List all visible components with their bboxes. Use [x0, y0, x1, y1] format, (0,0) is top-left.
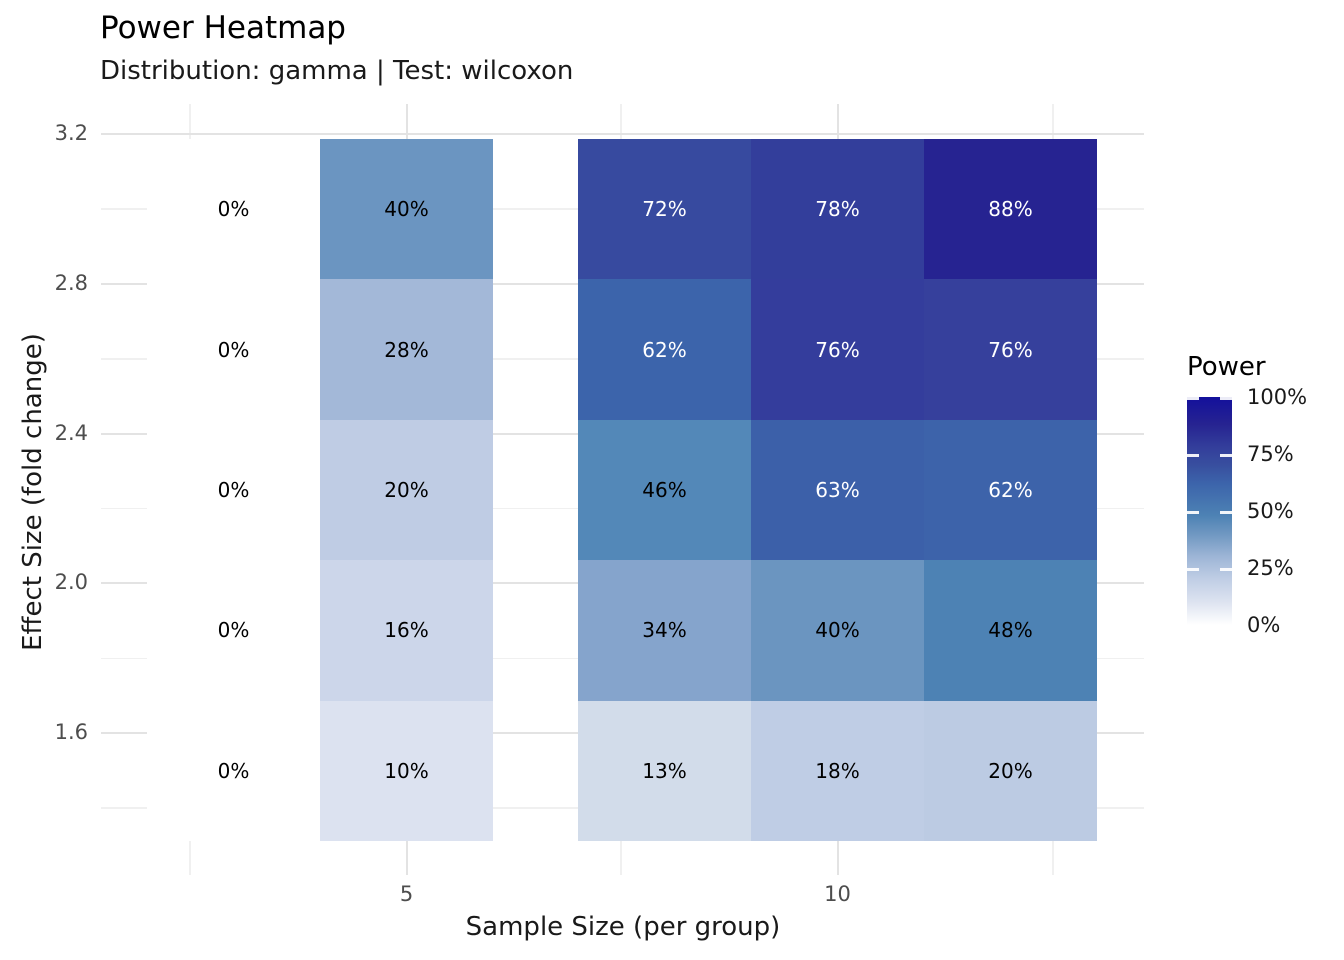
legend-tick-mark [1187, 567, 1199, 571]
heatmap-cell-label: 0% [217, 478, 250, 502]
legend-title: Power [1187, 352, 1266, 382]
legend-tick-mark [1187, 396, 1199, 400]
chart-title: Power Heatmap [100, 10, 346, 46]
heatmap-cell [751, 419, 924, 561]
y-tick-label: 2.0 [54, 570, 88, 595]
heatmap-cell [320, 560, 493, 701]
heatmap-cell-label: 13% [642, 758, 687, 783]
heatmap-cell-label: 76% [988, 337, 1033, 362]
chart-subtitle: Distribution: gamma | Test: wilcoxon [100, 56, 574, 86]
heatmap-cell [578, 139, 751, 280]
heatmap-cell-label: 46% [642, 478, 687, 502]
heatmap-cell [751, 560, 924, 701]
h-gridline [101, 133, 1144, 135]
legend-tick-mark [1220, 567, 1232, 571]
heatmap-cell-label: 0% [217, 337, 250, 362]
heatmap-cell-label: 10% [384, 758, 429, 783]
heatmap-cell-label: 40% [815, 618, 860, 643]
heatmap-cell-label: 76% [815, 337, 860, 362]
heatmap-cell-label: 0% [217, 758, 250, 783]
heatmap-cell [320, 139, 493, 280]
heatmap-cell [578, 419, 751, 561]
legend-tick-label: 0% [1247, 613, 1281, 637]
heatmap-cell-label: 72% [642, 197, 687, 222]
heatmap-cell-label: 28% [384, 337, 429, 362]
heatmap-cell-label: 0% [217, 197, 250, 222]
heatmap-cell [147, 700, 320, 841]
heatmap-cell [320, 700, 493, 841]
y-axis-title: Effect Size (fold change) [18, 333, 48, 651]
legend-tick-mark [1220, 396, 1232, 400]
heatmap-cell-label: 40% [384, 197, 429, 222]
heatmap-cell [924, 700, 1097, 841]
heatmap-cell [751, 700, 924, 841]
heatmap-cell-label: 18% [815, 758, 860, 783]
x-axis-title: Sample Size (per group) [465, 912, 781, 942]
y-tick-label: 2.4 [54, 420, 88, 445]
heatmap-cell-label: 34% [642, 618, 687, 643]
legend-tick-mark [1187, 453, 1199, 457]
heatmap-cell [924, 419, 1097, 561]
heatmap-cell [924, 279, 1097, 420]
legend-tick-label: 75% [1247, 442, 1294, 466]
heatmap-cell-label: 78% [815, 197, 860, 222]
heatmap-cell [751, 139, 924, 280]
heatmap-cell [751, 279, 924, 420]
heatmap-cell [147, 419, 320, 561]
x-tick-label: 5 [399, 882, 414, 906]
legend-tick-label: 25% [1247, 556, 1294, 580]
heatmap-cell [578, 700, 751, 841]
heatmap-cell-label: 88% [988, 197, 1033, 222]
heatmap-cell-label: 20% [384, 478, 429, 502]
heatmap-cell [147, 139, 320, 280]
legend-tick-mark [1220, 510, 1232, 514]
legend-tick-label: 50% [1247, 499, 1294, 523]
heatmap-cell-label: 62% [988, 478, 1033, 502]
heatmap-cell-label: 16% [384, 618, 429, 643]
heatmap-cell-label: 48% [988, 618, 1033, 643]
heatmap-cell [147, 279, 320, 420]
heatmap-cell-label: 0% [217, 618, 250, 643]
heatmap-cell [578, 279, 751, 420]
heatmap-cell [924, 139, 1097, 280]
legend-tick-label: 100% [1247, 385, 1308, 409]
heatmap-cell [924, 560, 1097, 701]
heatmap-cell-label: 63% [815, 478, 860, 502]
legend-tick-mark [1220, 453, 1232, 457]
plot-panel: 0% 40% 72% 78% 88% 0% 28% 62% 76% 76% 0% 20% 46% 63% 6… [101, 104, 1144, 875]
y-tick-label: 3.2 [54, 121, 88, 145]
heatmap-cell [320, 279, 493, 420]
y-tick-label: 2.8 [54, 270, 88, 295]
x-tick-label: 10 [824, 882, 851, 906]
heatmap-cell [320, 419, 493, 561]
heatmap-cell [578, 560, 751, 701]
heatmap-cell-label: 20% [988, 758, 1033, 783]
y-tick-label: 1.6 [54, 720, 88, 744]
legend-tick-mark [1187, 510, 1199, 514]
heatmap-cell-label: 62% [642, 337, 687, 362]
heatmap-cell [147, 560, 320, 701]
